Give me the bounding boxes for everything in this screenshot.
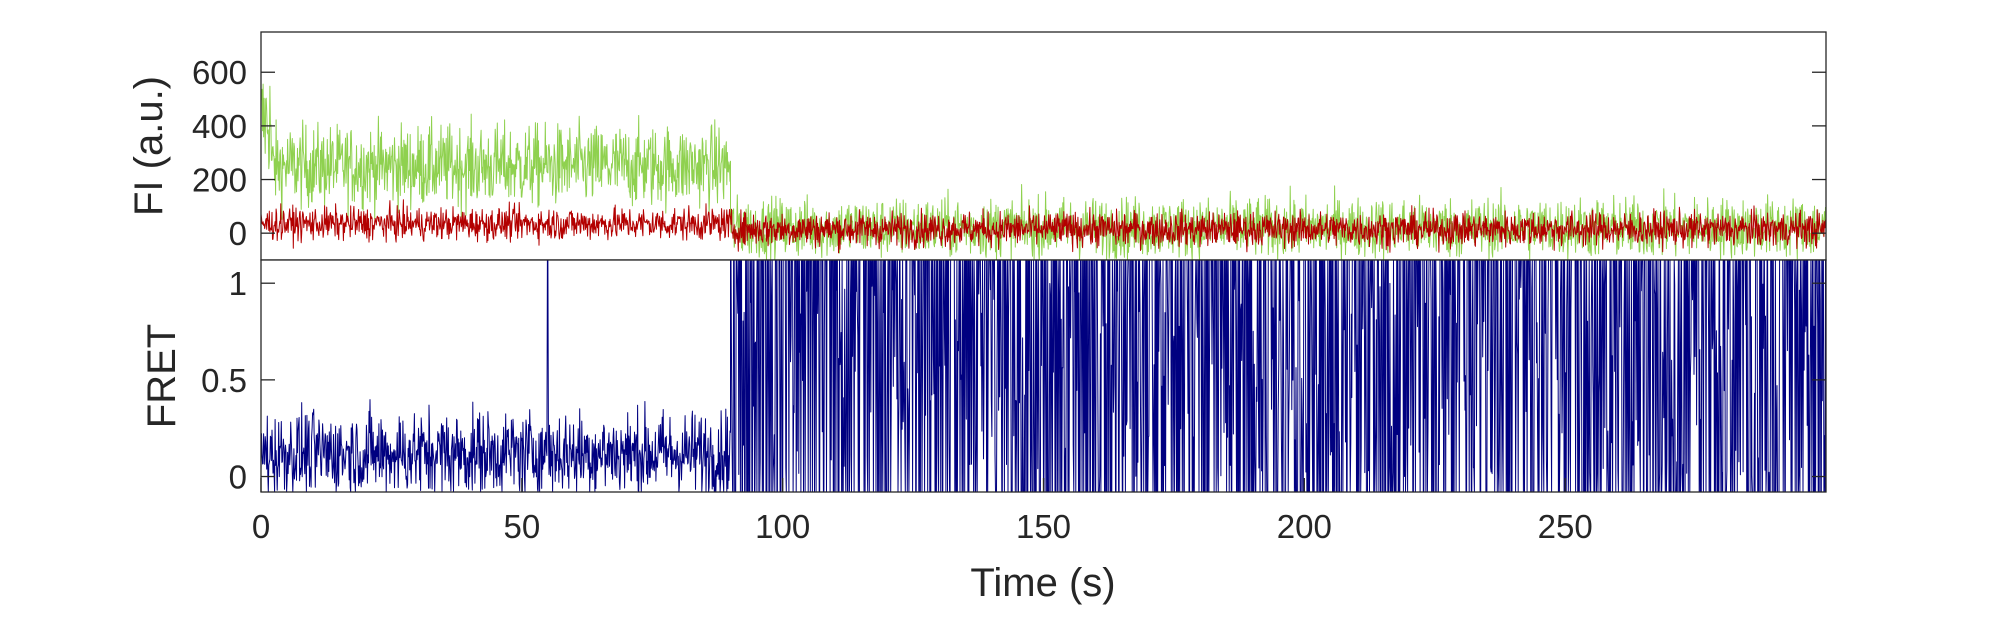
fret-y-axis-label: FRET xyxy=(140,324,184,428)
time-x-axis-label: Time (s) xyxy=(970,561,1115,605)
fluorescence-panel: 0 200 400 600 FI (a.u.) xyxy=(127,31,1827,261)
fret-y-ticks: 00.51 xyxy=(201,265,1826,496)
y-tick-label: 600 xyxy=(192,54,247,91)
x-tick-label: 150 xyxy=(1016,508,1071,545)
y-tick-label: 0.5 xyxy=(201,362,247,399)
y-tick-label: 0 xyxy=(229,215,247,252)
fluorescence-traces xyxy=(260,83,1826,261)
x-tick-label: 0 xyxy=(252,508,270,545)
fluorescence-y-ticks: 0 200 400 600 xyxy=(192,54,1826,252)
y-tick-label: 200 xyxy=(192,162,247,199)
x-tick-label: 250 xyxy=(1538,508,1593,545)
y-tick-label: 0 xyxy=(229,459,247,496)
fluorescence-y-axis-label: FI (a.u.) xyxy=(127,76,171,216)
fret-axes-box xyxy=(260,259,1827,493)
y-tick-label: 1 xyxy=(229,265,247,302)
x-tick-label: 200 xyxy=(1277,508,1332,545)
x-tick-label: 50 xyxy=(503,508,540,545)
y-tick-label: 400 xyxy=(192,108,247,145)
x-tick-label: 100 xyxy=(755,508,810,545)
time-x-ticks: 0 50 100 150 200 250 xyxy=(252,478,1593,545)
fret-panel: 00.51 0 50 100 150 200 250 FRET Time (s) xyxy=(140,259,1827,605)
trace-line-2 xyxy=(260,199,1826,254)
